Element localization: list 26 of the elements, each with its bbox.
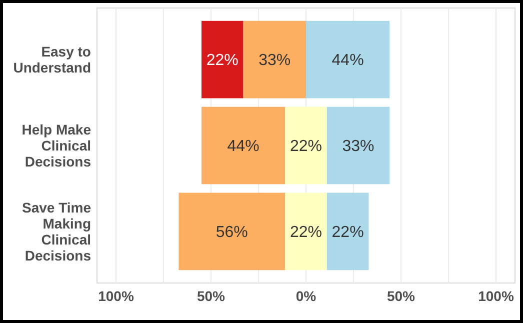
bar [326,192,369,270]
data-label: 33% [258,52,291,70]
y-tick-label: Save Time Making Clinical Decisions [22,199,92,264]
bar [202,20,244,98]
x-tick-label: 100% [98,288,134,304]
x-tick-label: 0% [296,288,317,304]
bar [285,106,327,184]
data-label: 44% [332,52,364,70]
data-label: 44% [227,138,260,156]
x-tick-label: 100% [478,288,514,304]
bar [178,192,286,270]
bar [202,106,286,184]
x-tick-label: 50% [196,288,226,304]
data-label: 22% [332,224,364,242]
data-label: 33% [342,138,374,156]
y-tick-label: Help Make Clinical Decisions [22,121,92,170]
data-label: 22% [290,138,322,156]
x-tick-label: 50% [386,288,416,304]
data-label: 22% [206,52,238,70]
bar [243,20,306,98]
bar [326,106,390,184]
bar [306,20,390,98]
data-label: 56% [216,224,248,242]
data-label: 22% [290,224,322,242]
y-tick-label: Easy to Understand [13,43,91,76]
bar [285,192,327,270]
